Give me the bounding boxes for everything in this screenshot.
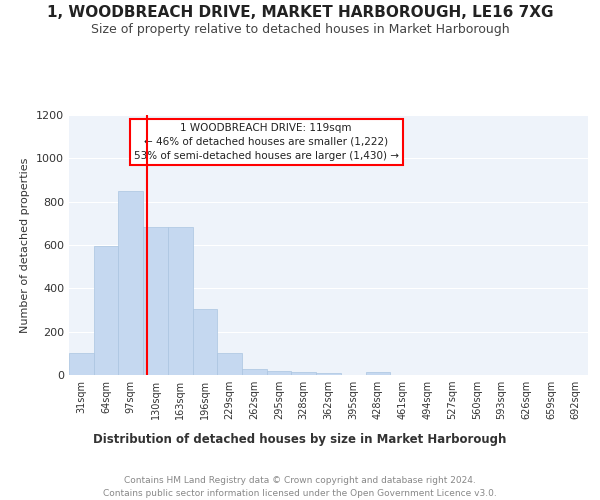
Bar [69, 354, 94, 375]
Bar [217, 354, 242, 375]
Bar [94, 246, 118, 375]
Bar [267, 370, 292, 375]
Bar [316, 373, 341, 375]
Y-axis label: Number of detached properties: Number of detached properties [20, 158, 31, 332]
Text: 1, WOODBREACH DRIVE, MARKET HARBOROUGH, LE16 7XG: 1, WOODBREACH DRIVE, MARKET HARBOROUGH, … [47, 5, 553, 20]
Bar [365, 372, 390, 375]
Bar [143, 226, 168, 375]
Text: Distribution of detached houses by size in Market Harborough: Distribution of detached houses by size … [94, 432, 506, 446]
Bar [118, 191, 143, 375]
Bar [292, 372, 316, 375]
Text: 1 WOODBREACH DRIVE: 119sqm
← 46% of detached houses are smaller (1,222)
53% of s: 1 WOODBREACH DRIVE: 119sqm ← 46% of deta… [134, 123, 399, 161]
Bar [193, 309, 217, 375]
Bar [242, 368, 267, 375]
Text: Contains HM Land Registry data © Crown copyright and database right 2024.
Contai: Contains HM Land Registry data © Crown c… [103, 476, 497, 498]
Bar [168, 226, 193, 375]
Text: Size of property relative to detached houses in Market Harborough: Size of property relative to detached ho… [91, 22, 509, 36]
